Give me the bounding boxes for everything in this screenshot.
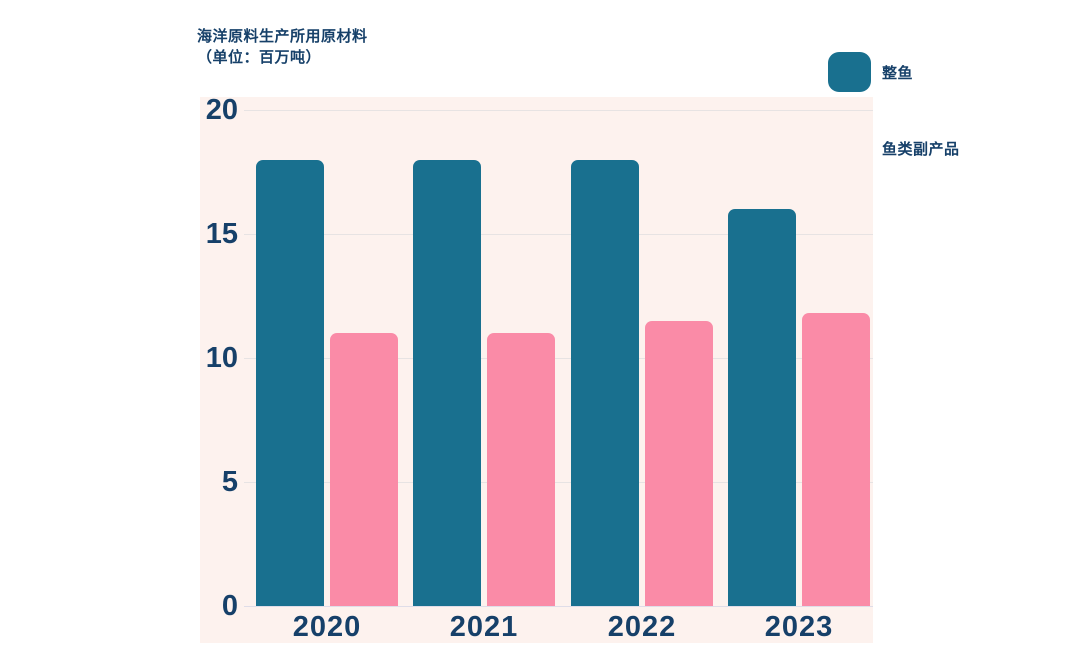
plot-area: 0 5 10 15 20 2020 2021 2022 2023: [200, 94, 873, 643]
x-tick-label-2022: 2022: [607, 611, 677, 643]
chart-title-unit-line: （单位：百万吨）: [197, 49, 322, 66]
legend-label-fish-byproducts: 鱼类副产品: [882, 140, 960, 158]
bar-2022-whole-fish: [571, 159, 639, 606]
gridline-y-15: [244, 233, 873, 235]
x-tick-label-2023: 2023: [764, 611, 834, 643]
x-tick-label-2020: 2020: [292, 611, 362, 643]
gridline-y-10: [244, 357, 873, 359]
bar-2021-fish-byproducts: [487, 333, 555, 606]
x-tick-label-2021: 2021: [449, 611, 519, 643]
gridline-y-20: [244, 109, 873, 111]
y-tick-label-15: 15: [205, 218, 238, 250]
chart-title: 海洋原料生产所用原材料 （单位：百万吨）: [197, 26, 368, 68]
bar-2022-fish-byproducts: [645, 320, 713, 606]
y-tick-label-5: 5: [221, 466, 238, 498]
x-axis-baseline: [244, 605, 873, 607]
y-tick-label-0: 0: [221, 590, 238, 622]
chart-title-line1: 海洋原料生产所用原材料: [197, 28, 368, 45]
y-tick-label-20: 20: [205, 94, 238, 126]
gridline-y-5: [244, 481, 873, 483]
bar-2020-fish-byproducts: [330, 333, 398, 606]
bar-2021-whole-fish: [413, 159, 481, 606]
bar-2020-whole-fish: [256, 159, 324, 606]
legend-item-whole-fish: 整鱼: [828, 52, 913, 92]
legend-swatch-whole-fish-icon: [828, 52, 871, 92]
bar-2023-fish-byproducts: [802, 313, 870, 606]
y-tick-label-10: 10: [205, 342, 238, 374]
bar-2023-whole-fish: [728, 209, 796, 606]
legend-label-whole-fish: 整鱼: [882, 64, 914, 82]
